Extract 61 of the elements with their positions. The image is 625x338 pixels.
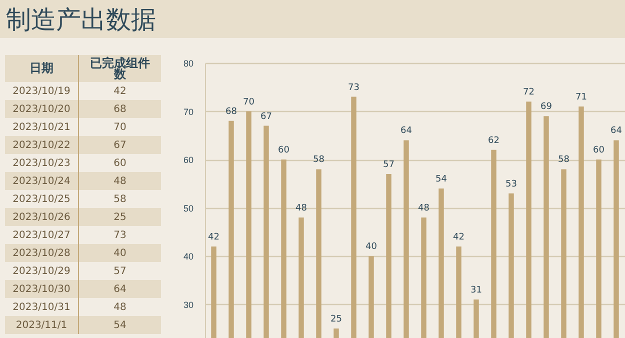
category-label: 2023/10/21 <box>12 120 72 134</box>
data-label: 60 <box>278 146 290 156</box>
text: 25 <box>78 208 161 226</box>
data-label: 40 <box>366 242 378 252</box>
category-label: 2023/11/1 <box>5 316 78 334</box>
category-label: 2023/10/29 <box>12 264 72 278</box>
text: 54 <box>78 316 161 334</box>
data-label: 68 <box>226 106 238 117</box>
text: 58 <box>78 190 161 208</box>
data-label: 62 <box>488 136 500 146</box>
text: 70 <box>78 118 161 136</box>
data-label: 42 <box>208 232 220 242</box>
text: 日期 <box>5 55 78 82</box>
category-label: 2023/10/30 <box>5 280 78 298</box>
data-label: 58 <box>313 155 325 166</box>
category-label: 2023/10/28 <box>5 244 78 262</box>
text: 73 <box>78 226 161 244</box>
text: 57 <box>78 262 161 280</box>
category-label: 2023/10/31 <box>12 300 72 314</box>
y-tick-label: 50 <box>183 203 194 214</box>
data-label: 53 <box>506 179 517 190</box>
data-label: 72 <box>523 88 534 98</box>
y-tick-label: 30 <box>183 300 194 310</box>
text: 48 <box>78 298 161 316</box>
text: 已完成组件数 <box>78 55 161 82</box>
data-label: 73 <box>348 82 360 93</box>
text: 67 <box>78 136 161 154</box>
data-label: 54 <box>436 174 448 185</box>
category-label: 2023/10/23 <box>12 156 72 170</box>
text: 40 <box>78 244 161 262</box>
data-label: 48 <box>296 203 308 214</box>
data-label: 25 <box>330 314 342 325</box>
text: 制造产出数据 <box>6 4 156 36</box>
category-label: 2023/10/22 <box>5 136 78 154</box>
category-label: 2023/10/27 <box>12 228 72 242</box>
data-label: 69 <box>540 102 552 112</box>
text: 42 <box>78 82 161 100</box>
y-tick-label: 80 <box>183 58 194 68</box>
data-label: 31 <box>470 286 482 296</box>
category-label: 2023/10/25 <box>12 192 72 206</box>
text: 60 <box>78 154 161 172</box>
y-tick-label: 70 <box>183 106 194 117</box>
category-label: 2023/10/26 <box>5 208 78 226</box>
data-label: 70 <box>243 97 255 108</box>
category-label: 2023/10/20 <box>5 100 78 118</box>
data-label: 67 <box>260 112 272 122</box>
data-label: 42 <box>453 232 464 242</box>
data-label: 58 <box>558 155 570 166</box>
category-label: 2023/10/19 <box>12 84 72 98</box>
y-tick-label: 60 <box>183 155 194 166</box>
data-label: 60 <box>593 146 605 156</box>
category-label: 2023/10/24 <box>5 172 78 190</box>
text: 68 <box>78 100 161 118</box>
data-label: 71 <box>576 92 587 102</box>
text: 48 <box>78 172 161 190</box>
text: 64 <box>78 280 161 298</box>
y-tick-label: 40 <box>183 252 194 262</box>
data-label: 64 <box>400 126 412 136</box>
data-label: 48 <box>418 203 430 214</box>
data-label: 64 <box>610 126 622 136</box>
data-label: 57 <box>383 160 394 170</box>
